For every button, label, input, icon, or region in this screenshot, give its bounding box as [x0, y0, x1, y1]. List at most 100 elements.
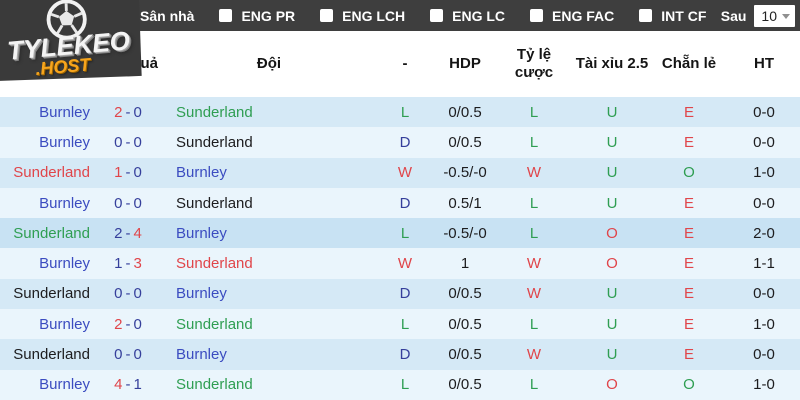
over-under-letter: U — [606, 164, 618, 182]
table-row: Burnley 2-0 Sunderland L 0/0.5 L U E 0-0 — [0, 97, 800, 128]
home-score: 0 — [114, 346, 123, 364]
filter-eng-lc[interactable]: ENG LC — [430, 8, 505, 24]
odd-even-letter: O — [683, 376, 695, 394]
away-team-name: Burnley — [176, 285, 227, 303]
over-under-letter: O — [606, 376, 618, 394]
away-score: 3 — [133, 255, 142, 273]
col-result-header: - — [402, 55, 408, 72]
home-score: 2 — [114, 224, 123, 242]
col-ht-header: HT — [754, 55, 774, 72]
checkbox-icon[interactable] — [320, 9, 334, 22]
site-logo[interactable]: TYLEKEO .HOST — [0, 0, 142, 82]
halftime-score: 0-0 — [753, 103, 775, 121]
result-letter: D — [399, 346, 411, 364]
away-score: 4 — [133, 224, 142, 242]
score-separator: - — [125, 376, 131, 394]
col-taixiu-header: Tài xỉu 2.5 — [575, 55, 649, 72]
home-score: 1 — [114, 164, 123, 182]
away-team-name: Sunderland — [176, 133, 253, 151]
filter-label: ENG LC — [452, 7, 506, 24]
home-team-name: Burnley — [39, 255, 90, 273]
halftime-score: 0-0 — [753, 346, 775, 364]
checkbox-icon[interactable] — [430, 9, 444, 22]
filter-eng-pr[interactable]: ENG PR — [219, 8, 295, 24]
table-row: Sunderland 0-0 Burnley D 0/0.5 W U E 0-0 — [0, 339, 800, 370]
odds-result-letter: W — [526, 285, 542, 303]
home-team-name: Sunderland — [13, 164, 90, 182]
over-under-letter: U — [606, 315, 618, 333]
score-cell: 1-3 — [92, 255, 164, 272]
soccer-ball-icon — [46, 0, 87, 40]
league-filters: Sân nhà ENG PR ENG LCH ENG LC ENG FAC INT CF — [118, 8, 706, 24]
handicap-value: -0.5/-0 — [443, 164, 487, 182]
checkbox-icon[interactable] — [219, 9, 233, 22]
filter-label: Sân nhà — [140, 7, 195, 24]
result-letter: D — [399, 285, 411, 303]
over-under-letter: U — [606, 103, 618, 121]
result-letter: L — [400, 376, 410, 394]
halftime-score: 1-0 — [753, 315, 775, 333]
score-separator: - — [125, 346, 131, 364]
handicap-value: 0/0.5 — [448, 376, 482, 394]
score-cell: 0-0 — [92, 134, 164, 151]
odds-result-letter: W — [526, 255, 542, 273]
halftime-score: 0-0 — [753, 133, 775, 151]
home-team-name: Burnley — [39, 103, 90, 121]
odds-result-letter: W — [526, 164, 542, 182]
odds-result-letter: L — [529, 315, 539, 333]
home-score: 2 — [114, 315, 123, 333]
filter-eng-lch[interactable]: ENG LCH — [320, 8, 405, 24]
score-separator: - — [125, 255, 131, 273]
odd-even-letter: E — [683, 315, 694, 333]
result-letter: W — [397, 255, 413, 273]
halftime-score: 1-1 — [753, 255, 775, 273]
table-row: Burnley 2-0 Sunderland L 0/0.5 L U E 1-0 — [0, 309, 800, 340]
away-team-name: Sunderland — [176, 376, 253, 394]
match-count-value: 10 — [761, 7, 777, 24]
handicap-value: 1 — [460, 255, 470, 273]
filter-eng-fac[interactable]: ENG FAC — [530, 8, 614, 24]
halftime-score: 0-0 — [753, 194, 775, 212]
table-row: Burnley 4-1 Sunderland L 0/0.5 L O O 1-0 — [0, 369, 800, 400]
match-count-control: Sau 10 — [721, 4, 795, 27]
score-cell: 4-1 — [92, 376, 164, 393]
table-row: Sunderland 2-4 Burnley L -0.5/-0 L O E 2-0 — [0, 218, 800, 249]
score-cell: 2-0 — [92, 316, 164, 333]
away-score: 0 — [133, 103, 142, 121]
result-letter: L — [400, 315, 410, 333]
handicap-value: 0/0.5 — [448, 133, 482, 151]
score-separator: - — [125, 285, 131, 303]
away-score: 0 — [133, 133, 142, 151]
halftime-score: 1-0 — [753, 376, 775, 394]
away-score: 0 — [133, 164, 142, 182]
odd-even-letter: E — [683, 255, 694, 273]
score-cell: 0-0 — [92, 195, 164, 212]
away-score: 0 — [133, 346, 142, 364]
match-count-select[interactable]: 10 — [754, 4, 795, 27]
result-letter: W — [397, 164, 413, 182]
home-score: 1 — [114, 255, 123, 273]
odd-even-letter: E — [683, 194, 694, 212]
away-score: 0 — [133, 194, 142, 212]
filter-label: ENG PR — [241, 7, 296, 24]
filter-label: ENG LCH — [342, 7, 406, 24]
score-cell: 0-0 — [92, 346, 164, 363]
over-under-letter: U — [606, 285, 618, 303]
home-team-name: Burnley — [39, 133, 90, 151]
checkbox-icon[interactable] — [639, 9, 653, 22]
home-score: 0 — [114, 194, 123, 212]
home-score: 2 — [114, 103, 123, 121]
filter-label: INT CF — [661, 7, 707, 24]
result-letter: L — [400, 224, 410, 242]
table-row: Burnley 0-0 Sunderland D 0/0.5 L U E 0-0 — [0, 127, 800, 158]
filter-int-cf[interactable]: INT CF — [639, 8, 706, 24]
score-cell: 1-0 — [92, 164, 164, 181]
col-chanle-header: Chẵn lẻ — [661, 55, 717, 72]
odds-result-letter: L — [529, 194, 539, 212]
checkbox-icon[interactable] — [530, 9, 544, 22]
col-hdp-header: HDP — [449, 55, 481, 72]
home-score: 0 — [114, 133, 123, 151]
home-team-name: Sunderland — [13, 224, 90, 242]
odds-result-letter: L — [529, 224, 539, 242]
